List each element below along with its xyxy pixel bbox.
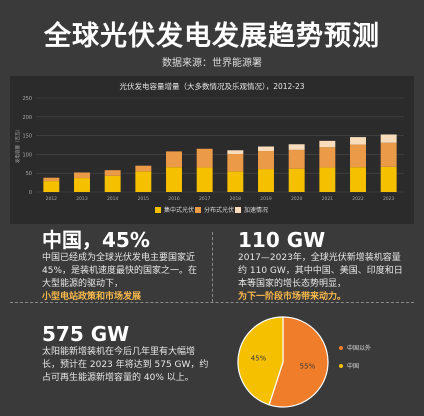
bar-2020-series-1: [288, 149, 305, 169]
x-tick-label: 2012: [46, 196, 58, 202]
x-tick-label: 2014: [107, 196, 119, 202]
gw110-body: 2017—2023年，全球光伏新增装机容量约 110 GW，其中中国、美国、印度…: [238, 253, 403, 289]
page-title: 全球光伏发电发展趋势预测: [44, 21, 380, 52]
bar-2016-series-0: [166, 167, 182, 192]
legend-swatch: [195, 207, 201, 213]
bar-2015-series-0: [135, 171, 152, 192]
bar-chart: 光伏发电容量增量（大多数情况及乐观情况），2012-23 0 50 100 150 200…: [14, 81, 404, 214]
legend-label: 集中式光伏: [164, 206, 194, 214]
china-highlight: 小型电站政策和市场发展: [42, 292, 142, 302]
china-body: 中国已经成为全球光伏发电主要国家近45%，是装机速度最快的国家之一。在大型能源的…: [42, 253, 198, 289]
legend-label: 加速情况: [244, 206, 268, 214]
x-tick-label: 2013: [76, 196, 88, 202]
china-heading: 中国，45%: [42, 228, 150, 252]
bar-2018-series-2: [227, 150, 244, 155]
pie-value-label: 45%: [251, 355, 267, 363]
data-source: 数据来源：世界能源署: [162, 58, 262, 69]
bar-2023-series-2: [380, 134, 397, 143]
y-tick-label: 200: [22, 115, 32, 121]
pie-legend-marker: [339, 346, 343, 350]
bar-2022-series-0: [350, 167, 366, 192]
chart-title: 光伏发电容量增量（大多数情况及乐观情况），2012-23: [119, 81, 304, 91]
bar-2018-series-0: [227, 171, 244, 192]
gw110-section: 110 GW 2017—2023年，全球光伏新增装机容量约 110 GW，其中中…: [238, 228, 408, 304]
gw575-heading: 575 GW: [42, 322, 130, 346]
x-tick-label: 2022: [352, 196, 364, 202]
x-tick-label: 2019: [260, 196, 272, 202]
bar-2021-series-1: [319, 147, 336, 168]
bar-2019-series-1: [258, 151, 274, 170]
bar-2013-series-0: [74, 178, 90, 192]
y-axis-label: 发电容量（吉瓦）: [14, 127, 21, 163]
pie-slice-中国: [237, 316, 284, 406]
bar-2022-series-1: [350, 144, 366, 168]
bar-2020-series-0: [288, 168, 305, 192]
gw110-highlight: 为下一阶段市场带来动力。: [238, 292, 347, 302]
pie-slice-中国以外: [268, 316, 329, 408]
china-section: 中国，45% 中国已经成为全球光伏发电主要国家近45%，是装机速度最快的国家之一…: [42, 228, 202, 304]
y-tick-label: 250: [22, 96, 32, 102]
bar-2022-series-2: [350, 137, 366, 145]
vertical-divider: [212, 232, 213, 302]
gw575-body: 太阳能新增装机在今后几年里有大幅增长，预计在 2023 年将达到 575 GW，…: [42, 347, 209, 383]
bar-2012-series-0: [43, 181, 60, 192]
bar-2014-series-0: [104, 175, 121, 192]
legend-swatch: [235, 207, 241, 213]
pie-legend-marker: [339, 364, 343, 368]
gw110-heading: 110 GW: [238, 228, 326, 252]
bar-2019-series-2: [258, 146, 274, 152]
pie-value-label: 55%: [300, 362, 316, 370]
bar-2014-series-1: [104, 170, 121, 176]
bar-2020-series-2: [288, 144, 305, 150]
x-tick-label: 2016: [168, 196, 180, 202]
gw575-section: 575 GW 太阳能新增装机在今后几年里有大幅增长，预计在 2023 年将达到 …: [42, 322, 212, 385]
bar-2012-series-1: [43, 177, 60, 182]
x-tick-label: 2020: [291, 196, 303, 202]
bar-chart-panel: 光伏发电容量增量（大多数情况及乐观情况），2012-23 0 50 100 150 200…: [10, 76, 414, 224]
x-tick-label: 2018: [230, 196, 242, 202]
y-tick-label: 100: [22, 152, 32, 158]
bar-2017-series-1: [196, 148, 213, 168]
bar-2021-series-2: [319, 140, 336, 148]
y-tick-label: 0: [29, 190, 32, 196]
bar-2023-series-1: [380, 142, 397, 167]
bar-2023-series-0: [380, 166, 397, 192]
horizontal-divider: [10, 302, 414, 303]
legend-swatch: [155, 207, 161, 213]
bar-2021-series-0: [319, 167, 336, 192]
legend-label: 分布式光伏: [204, 206, 234, 214]
pie-legend-label: 中国以外: [347, 344, 371, 352]
pie-legend-label: 中国: [347, 362, 359, 370]
bar-2013-series-1: [74, 172, 90, 179]
bar-2017-series-0: [196, 167, 213, 192]
x-tick-label: 2021: [322, 196, 334, 202]
bar-2018-series-1: [227, 154, 244, 172]
y-tick-label: 150: [22, 134, 32, 140]
y-tick-label: 50: [26, 171, 32, 177]
bar-2016-series-1: [166, 151, 182, 168]
x-tick-label: 2017: [199, 196, 211, 202]
bar-2015-series-1: [135, 165, 152, 172]
bar-2019-series-0: [258, 169, 274, 192]
x-tick-label: 2023: [383, 196, 395, 202]
x-tick-label: 2015: [138, 196, 150, 202]
